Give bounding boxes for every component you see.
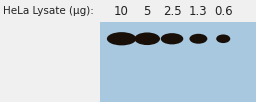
Ellipse shape	[189, 34, 207, 44]
Text: 2.5: 2.5	[163, 5, 181, 18]
Ellipse shape	[216, 34, 230, 43]
Text: 10: 10	[114, 5, 129, 18]
Ellipse shape	[107, 32, 136, 45]
Text: 1.3: 1.3	[189, 5, 208, 18]
Text: HeLa Lysate (μg):: HeLa Lysate (μg):	[3, 6, 93, 16]
Ellipse shape	[134, 32, 160, 45]
Ellipse shape	[161, 33, 183, 44]
Text: 0.6: 0.6	[214, 5, 232, 18]
Text: 5: 5	[144, 5, 151, 18]
FancyBboxPatch shape	[100, 22, 256, 102]
